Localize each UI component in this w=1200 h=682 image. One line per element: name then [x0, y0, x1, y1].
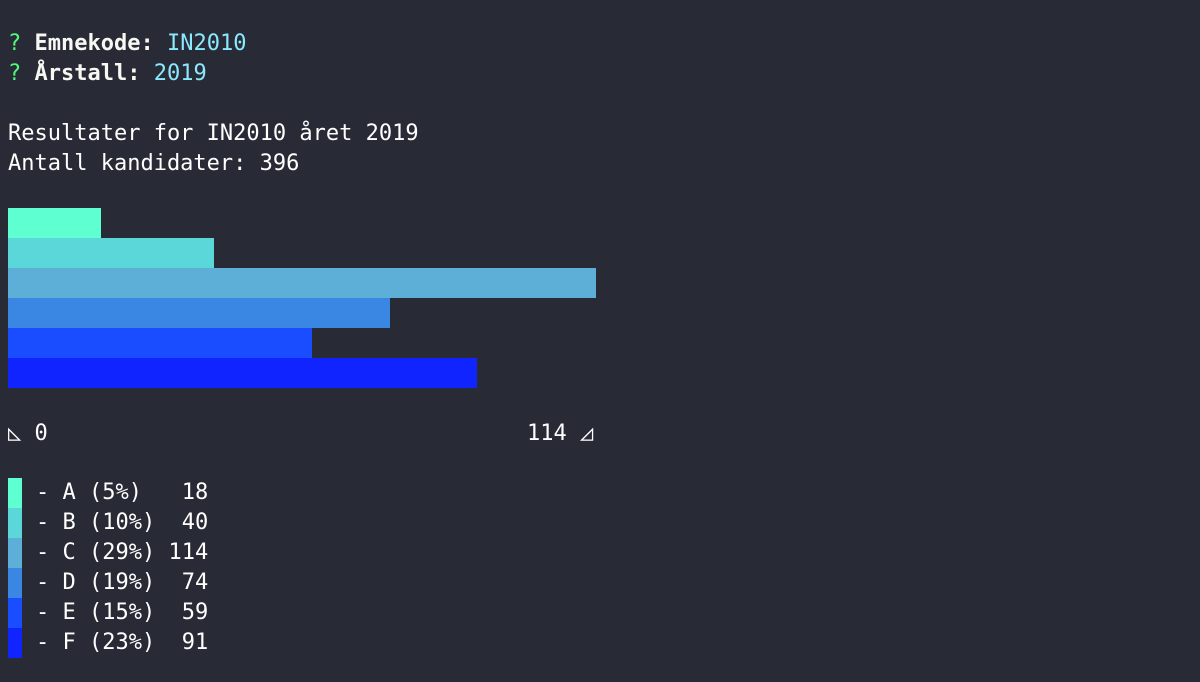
bar-e: [8, 328, 312, 358]
bar-c: [8, 268, 596, 298]
prompt-emnekode: ? Emnekode: IN2010: [8, 29, 246, 59]
candidates-count: Antall kandidater: 396: [8, 151, 300, 176]
legend-swatch-d: [8, 568, 22, 598]
legend-entry-c: - C (29%) 114: [36, 540, 209, 565]
legend-entry-d: - D (19%) 74: [36, 570, 209, 595]
legend-swatch-e: [8, 598, 22, 628]
emnekode-label: Emnekode:: [34, 31, 154, 56]
arstall-label: Årstall:: [34, 61, 141, 86]
axis-max-label: 114: [527, 421, 567, 446]
legend-swatch-c: [8, 538, 22, 568]
arstall-answer: 2019: [153, 61, 207, 86]
legend-swatch-b: [8, 508, 22, 538]
legend-swatch-a: [8, 478, 22, 508]
bar-a: [8, 208, 101, 238]
bar-f: [8, 358, 477, 388]
legend-entry-f: - F (23%) 91: [36, 630, 209, 655]
emnekode-answer: IN2010: [166, 31, 247, 56]
axis-min: ◺ 0: [8, 419, 48, 449]
axis-max: 114 ◿: [527, 419, 593, 449]
question-mark-icon: ?: [8, 31, 22, 56]
prompt-arstall: ? Årstall: 2019: [8, 59, 207, 89]
bar-b: [8, 238, 214, 268]
question-mark-icon: ?: [8, 61, 22, 86]
axis-min-corner-icon: ◺: [8, 421, 22, 446]
bar-d: [8, 298, 390, 328]
legend-entry-e: - E (15%) 59: [36, 600, 209, 625]
results-heading: Resultater for IN2010 året 2019: [8, 121, 419, 146]
axis-max-corner-icon: ◿: [580, 421, 594, 446]
axis-min-label: 0: [34, 421, 48, 446]
legend-swatch-f: [8, 628, 22, 658]
legend-entry-b: - B (10%) 40: [36, 510, 209, 535]
legend-entry-a: - A (5%) 18: [36, 480, 209, 505]
